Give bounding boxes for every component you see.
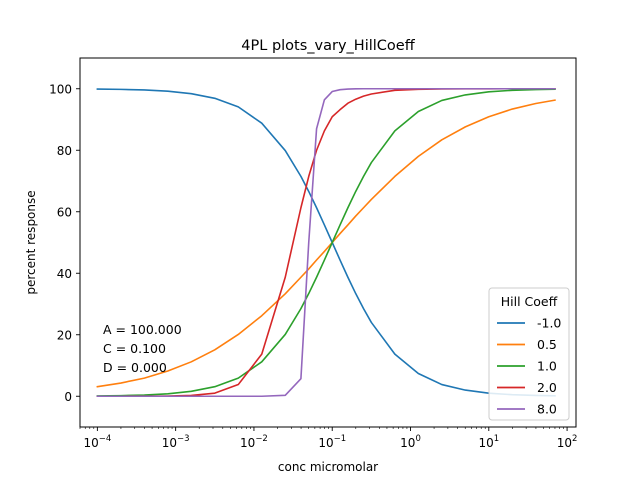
x-tick-label-4: 100	[400, 434, 421, 450]
y-tick-label-3: 60	[57, 205, 72, 219]
legend-items: -1.0 0.5 1.0 2.0 8.0	[497, 316, 561, 417]
plot-area	[79, 57, 577, 428]
y-tick-label-5: 100	[49, 82, 72, 96]
axes-frame	[79, 57, 577, 428]
series-line-4	[96, 87, 556, 398]
annotation-d: D = 0.000	[103, 360, 167, 375]
series-line-2	[96, 88, 556, 397]
x-axis: 10−4 10−3 10−2 10−1 100 101 102	[79, 427, 578, 450]
legend-label-0: -1.0	[537, 316, 561, 331]
x-tick-label-5: 101	[478, 434, 499, 450]
annotation-c: C = 0.100	[103, 341, 166, 356]
x-tick-label-6: 102	[557, 434, 578, 450]
y-tick-label-2: 40	[57, 267, 72, 281]
series-lines	[96, 87, 556, 398]
chart-title: 4PL plots_vary_HillCoeff	[241, 38, 415, 54]
legend-label-4: 8.0	[537, 402, 557, 417]
y-tick-label-0: 0	[64, 390, 72, 404]
y-axis-label: percent response	[24, 190, 38, 294]
x-tick-label-2: 10−2	[240, 434, 268, 450]
parameter-annotations: A = 100.000 C = 0.100 D = 0.000	[103, 322, 182, 375]
x-axis-label: conc micromolar	[278, 460, 378, 474]
annotation-a: A = 100.000	[103, 322, 182, 337]
y-tick-label-4: 80	[57, 144, 72, 158]
y-axis: 0 20 40 60 80 100	[49, 82, 80, 404]
legend-label-3: 2.0	[537, 380, 557, 395]
legend: Hill Coeff -1.0 0.5 1.0 2.0 8.0	[488, 287, 570, 421]
x-tick-label-3: 10−1	[318, 434, 346, 450]
y-tick-label-1: 20	[57, 328, 72, 342]
legend-label-1: 0.5	[537, 337, 557, 352]
x-tick-label-0: 10−4	[83, 434, 111, 450]
legend-label-2: 1.0	[537, 359, 557, 374]
x-tick-label-1: 10−3	[162, 434, 190, 450]
legend-title: Hill Coeff	[501, 294, 558, 309]
